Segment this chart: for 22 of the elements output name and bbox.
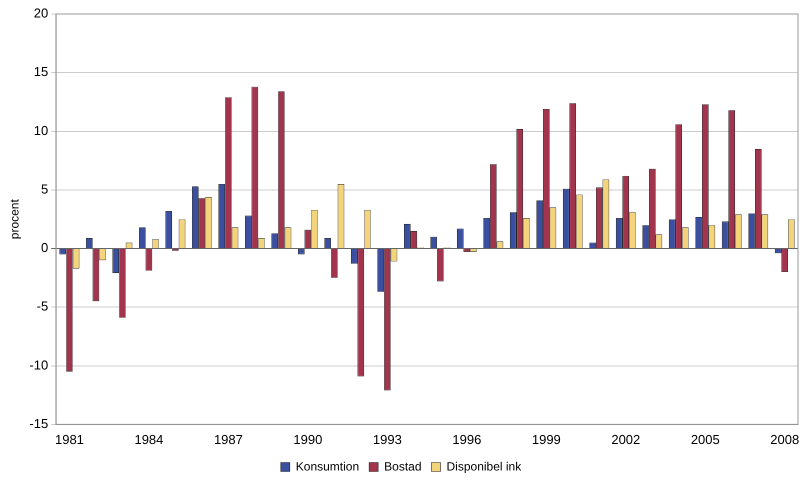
x-tick-label: 1996	[452, 432, 482, 447]
legend-label: Disponibel ink	[446, 459, 522, 474]
legend-label: Bostad	[384, 459, 422, 474]
legend-label: Konsumtion	[296, 459, 360, 474]
y-tick-label: -10	[29, 357, 48, 372]
x-tick-label: 1990	[293, 432, 322, 447]
y-tick-label: -15	[29, 416, 48, 431]
x-tick-label: 1981	[54, 432, 84, 447]
x-tick-label: 2002	[611, 432, 640, 447]
y-tick-label: 15	[34, 64, 48, 80]
x-tick-label: 2005	[690, 432, 720, 447]
x-tick-label: 1984	[134, 432, 164, 447]
y-tick-label: 5	[40, 181, 48, 196]
x-tick-label: 1993	[372, 432, 402, 447]
y-tick-label: 0	[40, 240, 48, 256]
x-tick-label: 2008	[770, 432, 800, 447]
y-tick-label: 20	[34, 6, 48, 21]
y-tick-label: -5	[36, 298, 48, 314]
x-tick-label: 1987	[214, 432, 243, 447]
x-tick-label: 1999	[532, 432, 561, 447]
y-axis-title: procent	[8, 198, 22, 240]
y-tick-label: 10	[34, 122, 48, 138]
